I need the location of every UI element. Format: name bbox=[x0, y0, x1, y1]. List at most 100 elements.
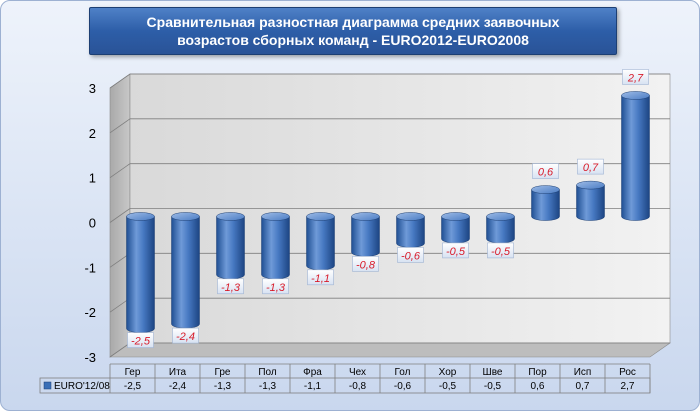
category-label: Пол bbox=[258, 367, 277, 378]
chart-title: Сравнительная разностная диаграмма средн… bbox=[146, 14, 560, 48]
grid-line bbox=[109, 73, 670, 89]
data-label-bg bbox=[442, 242, 469, 259]
data-label-bg bbox=[217, 278, 244, 295]
data-label-box: -1,3 bbox=[262, 278, 289, 295]
data-label-box: 0,6 bbox=[532, 163, 559, 179]
bar-cap bbox=[486, 212, 515, 221]
data-label: -1,3 bbox=[221, 282, 241, 294]
table-value: -2,5 bbox=[124, 381, 142, 392]
data-label-box: -0,5 bbox=[487, 242, 514, 259]
y-tick-label: 3 bbox=[89, 81, 96, 96]
data-label-bg bbox=[307, 269, 334, 286]
bar bbox=[621, 91, 650, 221]
bar-body bbox=[531, 189, 560, 221]
bar bbox=[531, 185, 560, 221]
data-label: 2,7 bbox=[627, 72, 644, 84]
table-value: -1,1 bbox=[304, 381, 322, 392]
data-label: -2,4 bbox=[176, 331, 195, 343]
y-tick-label: -2 bbox=[84, 305, 96, 320]
data-label-bg bbox=[127, 332, 154, 348]
data-label-bg bbox=[352, 256, 379, 272]
bar-series bbox=[126, 91, 650, 333]
y-axis-ticks: 3 2 1 0 -1 -2 -3 bbox=[84, 81, 96, 365]
data-label-box: -0,5 bbox=[442, 242, 469, 259]
bar-body bbox=[261, 216, 290, 280]
legend-series-name: EURO'12/08 bbox=[54, 381, 110, 392]
data-label-box: -2,4 bbox=[172, 327, 199, 344]
data-label-box: -2,5 bbox=[127, 332, 154, 348]
data-label: -0,5 bbox=[446, 246, 466, 258]
category-label: Гре bbox=[215, 367, 231, 378]
category-label: Хор bbox=[439, 367, 457, 378]
legend-swatch bbox=[43, 381, 52, 390]
bar bbox=[306, 212, 335, 271]
data-label: -0,5 bbox=[491, 246, 511, 258]
chart-title-box: Сравнительная разностная диаграмма средн… bbox=[89, 7, 617, 55]
bar-body bbox=[171, 216, 200, 329]
bar-body bbox=[216, 216, 245, 280]
data-label-box: -1,1 bbox=[307, 269, 334, 286]
bar-cap bbox=[306, 212, 335, 221]
data-label-box: -0,8 bbox=[352, 256, 379, 272]
floor bbox=[109, 342, 671, 358]
y-tick-label: 0 bbox=[89, 216, 96, 231]
table-value: -0,5 bbox=[439, 381, 457, 392]
bar-cap bbox=[216, 212, 245, 221]
data-label-box: -1,3 bbox=[217, 278, 244, 295]
bar bbox=[351, 212, 380, 257]
data-label-bg bbox=[172, 327, 199, 344]
category-label: Исп bbox=[574, 367, 592, 378]
category-label: Гер bbox=[125, 367, 141, 378]
category-label: Ита bbox=[169, 367, 187, 378]
data-labels: -2,5 -2,4 -1,3 -1,3 -1,1 -0,8 -0,6 -0,5 -0,5 0,6 0… bbox=[127, 69, 649, 348]
data-label-box: 2,7 bbox=[622, 69, 649, 85]
category-label: Рос bbox=[619, 367, 636, 378]
data-label-bg bbox=[487, 242, 514, 259]
category-label: Шве bbox=[483, 367, 503, 378]
category-label: Пор bbox=[528, 367, 547, 378]
bar-cap bbox=[261, 212, 290, 221]
table-value: -1,3 bbox=[214, 381, 232, 392]
bar-cap bbox=[171, 212, 200, 221]
bar bbox=[576, 180, 605, 221]
data-label-bg bbox=[622, 69, 649, 85]
grid-line bbox=[109, 208, 670, 223]
bar-body bbox=[576, 184, 605, 221]
bar bbox=[486, 212, 515, 244]
data-label: 0,6 bbox=[538, 167, 554, 179]
table-value: -0,5 bbox=[484, 381, 502, 392]
category-label: Фра bbox=[303, 367, 322, 378]
bar-cap bbox=[441, 212, 470, 221]
bar-cap bbox=[576, 180, 605, 190]
bar bbox=[171, 212, 200, 329]
bar bbox=[441, 212, 470, 244]
table-value: -0,8 bbox=[349, 381, 367, 392]
bar-body bbox=[396, 216, 425, 248]
data-label: -0,6 bbox=[401, 250, 421, 262]
bar-body bbox=[306, 216, 335, 271]
y-tick-label: 2 bbox=[89, 126, 96, 141]
table-value: 2,7 bbox=[621, 381, 635, 392]
bar-cap bbox=[531, 185, 560, 194]
bar-cap bbox=[396, 212, 425, 221]
bar-cap bbox=[126, 212, 155, 221]
bar bbox=[261, 212, 290, 280]
bar-cap bbox=[351, 212, 380, 221]
bar-body bbox=[126, 216, 155, 333]
grid-line bbox=[109, 163, 670, 178]
data-label: -1,1 bbox=[311, 273, 330, 285]
table-value: 0,6 bbox=[531, 381, 545, 392]
data-label: -2,5 bbox=[131, 336, 151, 348]
y-tick-label: 1 bbox=[89, 171, 96, 186]
bar-body bbox=[351, 216, 380, 257]
category-label: Чех bbox=[349, 367, 366, 378]
data-table: Гер -2,5 Ита -2,4 Гре -1,3 Пол -1,3 Фра -1,1 Чех -0… bbox=[39, 363, 651, 394]
data-label-bg bbox=[397, 247, 424, 263]
category-label: Гол bbox=[395, 367, 411, 378]
data-label-box: -0,6 bbox=[397, 247, 424, 263]
bar bbox=[216, 212, 245, 280]
bar bbox=[396, 212, 425, 248]
data-label-bg bbox=[532, 163, 559, 179]
data-label: -0,8 bbox=[356, 259, 376, 271]
data-label-bg bbox=[577, 158, 604, 175]
